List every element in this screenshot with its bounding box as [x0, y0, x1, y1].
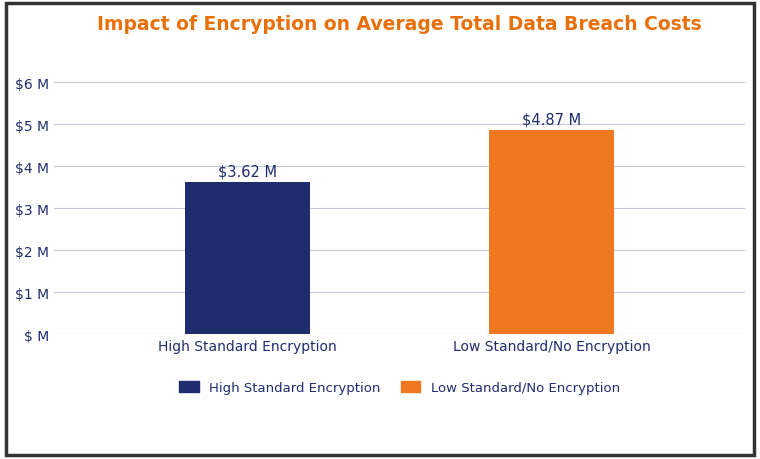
Legend: High Standard Encryption, Low Standard/No Encryption: High Standard Encryption, Low Standard/N…: [174, 376, 625, 399]
Text: $4.87 M: $4.87 M: [522, 112, 581, 127]
Text: $3.62 M: $3.62 M: [218, 164, 277, 179]
Title: Impact of Encryption on Average Total Data Breach Costs: Impact of Encryption on Average Total Da…: [97, 15, 702, 34]
Bar: [489, 130, 614, 335]
Bar: [185, 183, 309, 335]
